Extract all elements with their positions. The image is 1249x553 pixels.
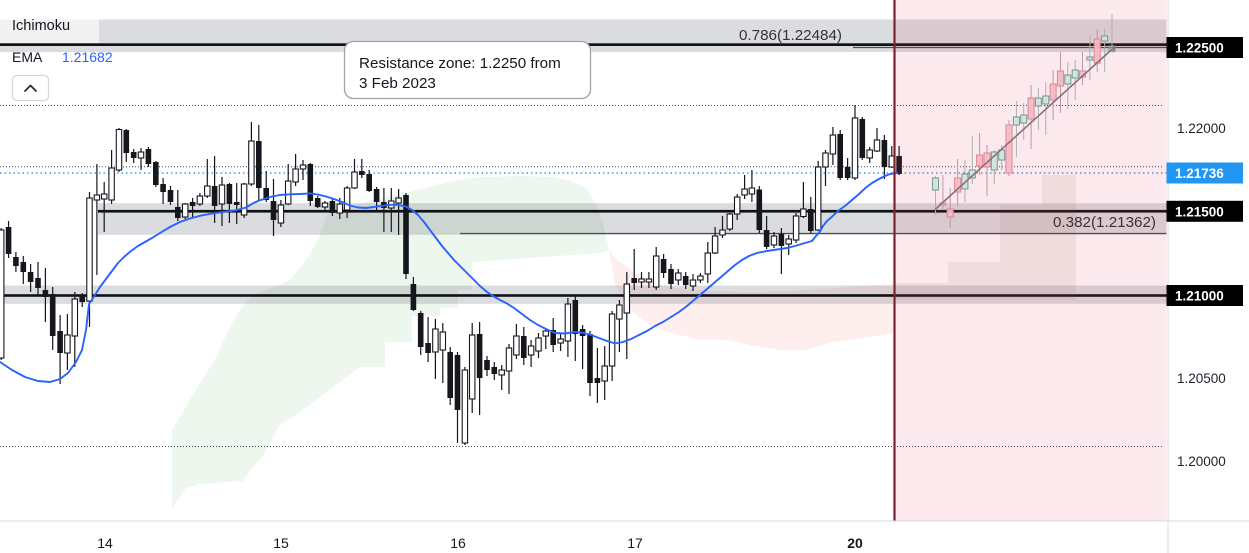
svg-text:15: 15 — [273, 535, 289, 551]
svg-text:0.382(1.21362): 0.382(1.21362) — [1053, 214, 1156, 231]
svg-text:1.22500: 1.22500 — [1175, 41, 1224, 56]
svg-text:17: 17 — [627, 535, 643, 551]
svg-text:0.786(1.22484): 0.786(1.22484) — [739, 27, 842, 44]
svg-text:16: 16 — [450, 535, 466, 551]
svg-text:Resistance zone: 1.2250 from: Resistance zone: 1.2250 from — [359, 55, 561, 72]
svg-text:Ichimoku: Ichimoku — [12, 18, 70, 34]
svg-text:EMA: EMA — [12, 49, 43, 65]
svg-text:1.20000: 1.20000 — [1177, 454, 1226, 469]
svg-text:1.20500: 1.20500 — [1177, 371, 1226, 386]
svg-text:14: 14 — [97, 535, 113, 551]
svg-text:3 Feb 2023: 3 Feb 2023 — [359, 75, 436, 92]
svg-text:20: 20 — [847, 535, 863, 551]
svg-text:1.21000: 1.21000 — [1175, 289, 1224, 304]
svg-text:1.21736: 1.21736 — [1175, 166, 1224, 181]
svg-text:1.21500: 1.21500 — [1175, 204, 1224, 219]
svg-text:1.21682: 1.21682 — [62, 49, 113, 65]
svg-text:1.22000: 1.22000 — [1177, 121, 1226, 136]
